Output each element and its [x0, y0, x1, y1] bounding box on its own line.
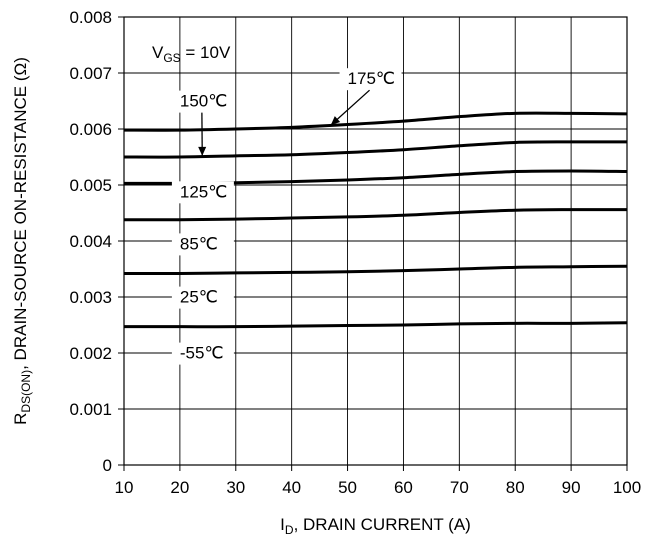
x-tick-label: 40 [282, 478, 301, 497]
annotation-arrowhead [330, 116, 341, 126]
vgs-label-sub: GS [163, 51, 180, 65]
vgs-condition-label: VGS = 10V [152, 43, 231, 65]
series-line [123, 264, 628, 276]
x-tick-label: 30 [226, 478, 245, 497]
y-tick-label: 0.002 [69, 344, 112, 363]
x-axis-title-main: I [280, 515, 285, 534]
x-tick-label: 70 [450, 478, 469, 497]
vgs-label-main: V [152, 43, 164, 62]
series-line [124, 321, 628, 329]
temperature-label: 125℃ [180, 182, 227, 201]
x-tick-label: 10 [115, 478, 134, 497]
y-tick-label: 0.005 [69, 176, 112, 195]
vgs-label-rest: = 10V [181, 43, 231, 62]
annotation-background [171, 233, 234, 256]
annotation-background [171, 286, 234, 309]
series-line [123, 111, 628, 132]
x-tick-label: 90 [562, 478, 581, 497]
y-tick-label: 0.008 [69, 8, 112, 27]
x-tick-label: 80 [506, 478, 525, 497]
plot-frame [123, 16, 628, 466]
temperature-label: 175℃ [348, 69, 395, 88]
y-axis-title-rest: , DRAIN-SOURCE ON-RESISTANCE (Ω) [11, 57, 30, 370]
y-tick-label: 0.001 [69, 400, 112, 419]
x-tick-label: 100 [613, 478, 641, 497]
x-axis-title: ID, DRAIN CURRENT (A) [280, 515, 471, 537]
temperature-label: 25℃ [180, 288, 218, 307]
series-line [123, 208, 628, 222]
y-tick-label: 0.007 [69, 64, 112, 83]
y-axis-title-main: R [11, 413, 30, 425]
y-axis-title: RDS(ON), DRAIN-SOURCE ON-RESISTANCE (Ω) [11, 57, 33, 425]
annotation-background [171, 342, 234, 365]
series-layer [123, 111, 628, 329]
annotation-layer: 175℃ 150℃ 125℃ 85℃ 25℃ -55℃ [171, 68, 402, 365]
annotation-arrowhead [198, 146, 207, 156]
x-axis-title-rest: , DRAIN CURRENT (A) [294, 515, 471, 534]
x-tick-label: 20 [170, 478, 189, 497]
y-tick-label: 0.003 [69, 288, 112, 307]
y-tick-label: 0.004 [69, 232, 112, 251]
y-tick-label: 0 [103, 456, 112, 475]
y-axis-title-sub: DS(ON) [19, 370, 33, 413]
temperature-label: 85℃ [180, 234, 218, 253]
annotation-background [339, 68, 402, 91]
x-tick-label: 50 [338, 478, 357, 497]
temperature-label: 150℃ [180, 92, 227, 111]
x-tick-label: 60 [394, 478, 413, 497]
y-tick-label: 0.006 [69, 120, 112, 139]
temperature-label: -55℃ [180, 344, 224, 363]
x-tick-labels: 10 20 30 40 50 60 70 80 90 100 [115, 478, 642, 497]
x-axis-title-sub: D [285, 523, 294, 537]
y-tick-labels: 0 0.001 0.002 0.003 0.004 0.005 0.006 0.007 0.00… [69, 8, 112, 475]
series-line [123, 140, 628, 159]
annotation-background [171, 181, 234, 204]
annotation-background [171, 90, 234, 113]
